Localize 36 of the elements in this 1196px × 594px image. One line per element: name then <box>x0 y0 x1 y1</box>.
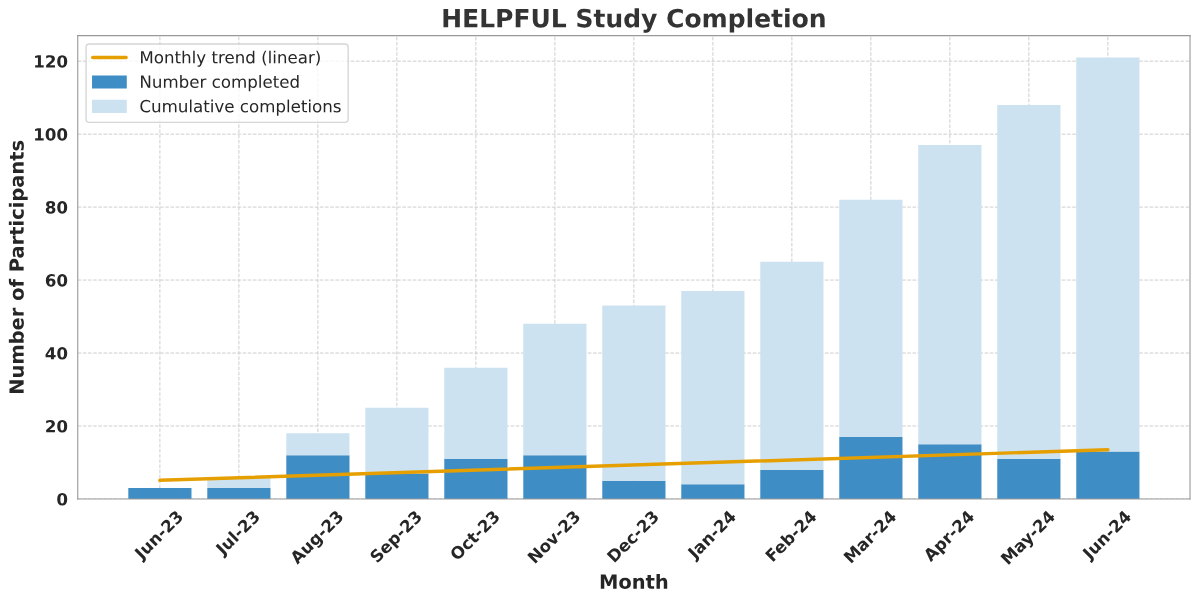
bar <box>286 455 350 499</box>
y-tick-label: 40 <box>45 346 68 360</box>
chart-title: HELPFUL Study Completion <box>443 8 825 33</box>
legend-label: Cumulative completions <box>140 99 341 116</box>
y-tick-label: 0 <box>57 492 68 506</box>
bar <box>760 469 824 499</box>
bar <box>997 458 1061 499</box>
bar <box>444 367 508 459</box>
bar <box>918 145 982 445</box>
bar <box>1076 57 1140 452</box>
bar <box>681 291 745 485</box>
bar <box>602 480 666 499</box>
bar <box>365 407 429 474</box>
bar <box>286 433 350 456</box>
legend-label: Number completed <box>141 75 299 92</box>
bar <box>523 455 587 499</box>
y-tick-label: 80 <box>45 201 68 214</box>
bar <box>602 305 666 481</box>
bar <box>681 484 745 499</box>
bar <box>1076 451 1140 499</box>
bar <box>365 473 429 499</box>
bar <box>839 436 903 499</box>
bar <box>918 444 982 499</box>
bar <box>523 323 587 456</box>
bar <box>760 261 824 470</box>
bar <box>207 488 271 499</box>
bar <box>997 104 1061 459</box>
y-tick-label: 20 <box>46 419 68 433</box>
y-tick-label: 120 <box>35 55 68 68</box>
legend-label: Monthly trend (linear) <box>141 50 320 67</box>
y-tick-label: 60 <box>45 274 68 287</box>
bar <box>128 488 192 499</box>
bar <box>839 199 903 437</box>
x-axis-title: Month <box>600 573 668 589</box>
y-tick-label: 100 <box>35 128 68 141</box>
y-axis-title: Number of Participants <box>8 140 28 393</box>
